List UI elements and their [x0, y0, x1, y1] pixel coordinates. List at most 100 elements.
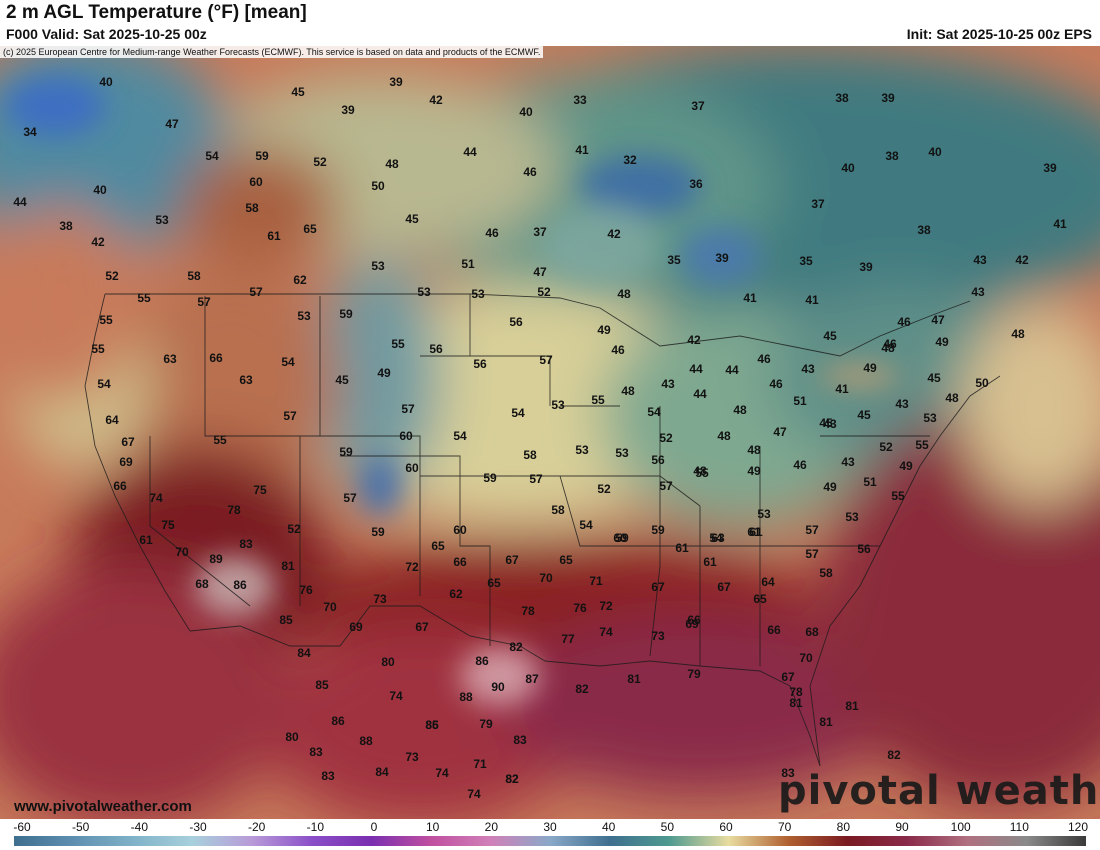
- temperature-label: 46: [793, 458, 807, 472]
- temperature-label: 60: [405, 461, 419, 475]
- temperature-label: 82: [887, 748, 901, 762]
- legend-tick-label: -30: [189, 820, 207, 834]
- temperature-label: 76: [299, 583, 313, 597]
- temperature-label: 57: [283, 409, 297, 423]
- temperature-label: 57: [659, 479, 673, 493]
- temperature-label: 40: [841, 161, 855, 175]
- legend-tick-label: 0: [370, 820, 378, 834]
- website-link[interactable]: www.pivotalweather.com: [14, 798, 192, 815]
- temperature-label: 60: [613, 531, 627, 545]
- temperature-label: 47: [165, 117, 179, 131]
- temperature-label: 90: [491, 680, 505, 694]
- temperature-label: 65: [559, 553, 573, 567]
- temperature-label: 82: [505, 772, 519, 786]
- temperature-label: 72: [599, 599, 613, 613]
- temperature-label: 81: [819, 715, 833, 729]
- temperature-label: 39: [341, 103, 355, 117]
- temperature-label: 66: [113, 479, 127, 493]
- temperature-label: 47: [773, 425, 787, 439]
- temperature-label: 89: [209, 552, 223, 566]
- temperature-label: 68: [805, 625, 819, 639]
- temperature-label: 73: [651, 629, 665, 643]
- temperature-label: 59: [651, 523, 665, 537]
- temperature-label: 50: [975, 376, 989, 390]
- temperature-label: 35: [799, 254, 813, 268]
- color-legend: -60 -50 -40 -30 -20 -10 0 10 20 30 40 50 60 70 80 90 100…: [0, 819, 1100, 850]
- temperature-label: 67: [505, 553, 519, 567]
- temperature-label: 55: [99, 313, 113, 327]
- temperature-map: (c) 2025 European Centre for Medium-rang…: [0, 46, 1100, 819]
- temperature-label: 65: [753, 592, 767, 606]
- temperature-label: 41: [1053, 217, 1067, 231]
- temperature-label: 79: [479, 717, 493, 731]
- temperature-label: 80: [285, 730, 299, 744]
- map-header: 2 m AGL Temperature (°F) [mean] F000 Val…: [0, 0, 1100, 46]
- temperature-label: 71: [473, 757, 487, 771]
- temperature-label: 52: [313, 155, 327, 169]
- temperature-label: 67: [781, 670, 795, 684]
- temperature-label: 46: [757, 352, 771, 366]
- temperature-label: 85: [279, 613, 293, 627]
- temperature-label: 55: [391, 337, 405, 351]
- temperature-label: 70: [175, 545, 189, 559]
- temperature-label: 32: [623, 153, 637, 167]
- valid-time: F000 Valid: Sat 2025-10-25 00z: [6, 26, 207, 42]
- temperature-label: 39: [715, 251, 729, 265]
- temperature-label: 54: [281, 355, 295, 369]
- temperature-label: 64: [105, 413, 119, 427]
- temperature-label: 81: [789, 696, 803, 710]
- temperature-label: 40: [93, 183, 107, 197]
- temperature-label: 70: [799, 651, 813, 665]
- temperature-label: 83: [781, 766, 795, 780]
- temperature-label: 52: [287, 522, 301, 536]
- temperature-label: 74: [467, 787, 481, 801]
- temperature-label: 55: [591, 393, 605, 407]
- temperature-label: 53: [845, 510, 859, 524]
- temperature-label: 52: [105, 269, 119, 283]
- temperature-label: 65: [487, 576, 501, 590]
- temperature-label: 56: [651, 453, 665, 467]
- temperature-label: 75: [253, 483, 267, 497]
- temperature-label: 39: [859, 260, 873, 274]
- temperature-label: 85: [425, 718, 439, 732]
- temperature-label: 53: [575, 443, 589, 457]
- temperature-label: 53: [417, 285, 431, 299]
- temperature-label: 45: [335, 373, 349, 387]
- legend-tick-label: -10: [306, 820, 324, 834]
- temperature-label: 80: [381, 655, 395, 669]
- temperature-label: 57: [805, 547, 819, 561]
- temperature-label: 85: [315, 678, 329, 692]
- temperature-label: 43: [895, 397, 909, 411]
- temperature-label: 62: [293, 273, 307, 287]
- temperature-label: 87: [525, 672, 539, 686]
- temperature-label: 59: [255, 149, 269, 163]
- temperature-label: 56: [429, 342, 443, 356]
- legend-tick-label: -60: [13, 820, 31, 834]
- temperature-label: 61: [703, 555, 717, 569]
- temperature-label: 52: [597, 482, 611, 496]
- legend-tick-label: 120: [1067, 820, 1089, 834]
- temperature-label: 50: [371, 179, 385, 193]
- temperature-label: 66: [209, 351, 223, 365]
- temperature-label: 42: [429, 93, 443, 107]
- temperature-label: 48: [945, 391, 959, 405]
- temperature-label: 57: [249, 285, 263, 299]
- temperature-label: 48: [617, 287, 631, 301]
- temperature-label: 86: [233, 578, 247, 592]
- temperature-label: 73: [373, 592, 387, 606]
- temperature-label: 41: [805, 293, 819, 307]
- temperature-label: 56: [857, 542, 871, 556]
- temperature-label: 38: [59, 219, 73, 233]
- temperature-label: 43: [841, 455, 855, 469]
- temperature-label: 67: [717, 580, 731, 594]
- temperature-label: 52: [659, 431, 673, 445]
- temperature-label: 43: [661, 377, 675, 391]
- temperature-label: 55: [137, 291, 151, 305]
- temperature-label: 81: [627, 672, 641, 686]
- temperature-label: 60: [399, 429, 413, 443]
- temperature-label: 78: [789, 685, 803, 699]
- temperature-label: 59: [483, 471, 497, 485]
- legend-tick-label: 70: [777, 820, 792, 834]
- temperature-label: 53: [297, 309, 311, 323]
- temperature-label: 44: [689, 362, 703, 376]
